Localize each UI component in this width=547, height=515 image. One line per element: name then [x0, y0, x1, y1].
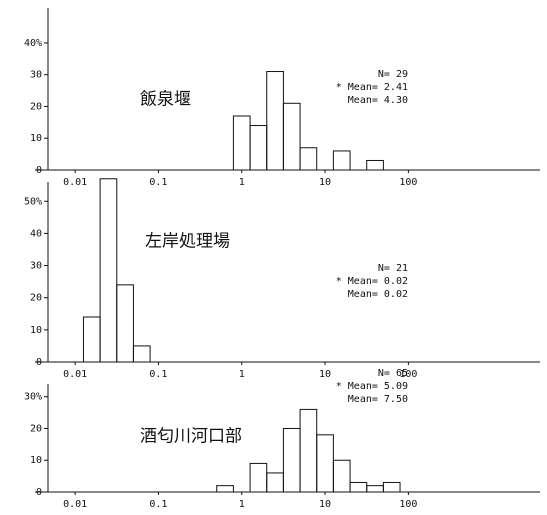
x-tick-label: 1: [239, 499, 245, 510]
x-tick-label: 10: [319, 369, 331, 380]
y-tick-label: 0: [36, 165, 42, 176]
stat-label: * Mean= 5.09: [336, 381, 408, 392]
stat-label: N= 29: [378, 69, 408, 80]
bar: [299, 408, 318, 493]
bar: [116, 284, 134, 363]
x-tick-label: 0.1: [149, 177, 167, 188]
panel-title: 左岸処理場: [145, 232, 230, 252]
bar: [332, 150, 351, 171]
x-tick-label: 100: [399, 177, 417, 188]
bar: [266, 472, 284, 493]
y-tick-label: 10: [30, 455, 42, 466]
bar: [366, 485, 384, 493]
bar: [132, 345, 151, 363]
panel-title: 飯泉堰: [140, 90, 191, 110]
bar: [266, 71, 284, 171]
bar: [316, 434, 334, 493]
x-tick-label: 100: [399, 369, 417, 380]
stat-label: Mean= 4.30: [348, 95, 408, 106]
bar: [282, 102, 301, 171]
x-tick-label: 10: [319, 177, 331, 188]
bar: [99, 178, 118, 363]
y-tick-label: 20: [30, 101, 42, 112]
panel-title: 酒匂川河口部: [140, 427, 242, 447]
x-tick-label: 1: [239, 177, 245, 188]
y-tick-label: 50%: [24, 196, 42, 207]
bar: [82, 316, 101, 363]
y-tick-label: 30: [30, 261, 42, 272]
x-tick-label: 0.1: [149, 369, 167, 380]
bar: [332, 459, 351, 493]
y-tick-label: 20: [30, 293, 42, 304]
bar: [232, 115, 251, 171]
bar: [349, 481, 368, 493]
stat-label: * Mean= 0.02: [336, 276, 408, 287]
y-tick-label: 30%: [24, 392, 42, 403]
bar: [382, 481, 401, 493]
y-tick-label: 40%: [24, 38, 42, 49]
x-tick-label: 0.01: [63, 499, 87, 510]
y-tick-label: 20: [30, 423, 42, 434]
y-tick-label: 0: [36, 357, 42, 368]
x-tick-label: 10: [319, 499, 331, 510]
stat-label: N= 65: [378, 368, 408, 379]
y-tick-label: 10: [30, 325, 42, 336]
x-tick-label: 100: [399, 499, 417, 510]
x-tick-label: 0.01: [63, 177, 87, 188]
bar: [249, 125, 268, 171]
bar: [216, 485, 234, 493]
x-tick-label: 1: [239, 369, 245, 380]
bar: [366, 159, 384, 171]
y-tick-label: 0: [36, 487, 42, 498]
stat-label: Mean= 7.50: [348, 394, 408, 405]
y-tick-label: 30: [30, 70, 42, 81]
y-tick-label: 40: [30, 228, 42, 239]
bar: [299, 147, 318, 171]
x-tick-label: 0.1: [149, 499, 167, 510]
y-tick-label: 10: [30, 133, 42, 144]
stat-label: * Mean= 2.41: [336, 82, 408, 93]
stat-label: Mean= 0.02: [348, 289, 408, 300]
bar: [249, 462, 268, 493]
x-tick-label: 0.01: [63, 369, 87, 380]
bar: [282, 427, 301, 493]
stat-label: N= 21: [378, 263, 408, 274]
